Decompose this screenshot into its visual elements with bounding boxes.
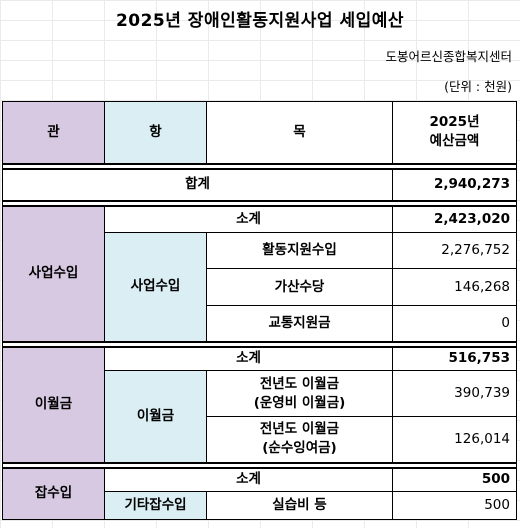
gwan-misc: 잡수입 — [2, 467, 105, 520]
spacer-row — [2, 340, 517, 348]
budget-value: 0 — [392, 305, 517, 342]
header-mok: 목 — [206, 101, 393, 164]
subtotal-value: 2,423,020 — [392, 205, 517, 233]
spacer-row — [2, 199, 517, 207]
mok-item: 전년도 이월금 (운영비 이월금) — [206, 370, 393, 417]
budget-value: 126,014 — [392, 416, 517, 463]
spacer-row — [2, 461, 517, 469]
subtotal-value: 516,753 — [392, 346, 517, 371]
budget-value: 146,268 — [392, 268, 517, 306]
header-budget-label: 예산금액 — [429, 133, 480, 150]
mok-item: 가산수당 — [206, 268, 393, 306]
mok-item: 교통지원금 — [206, 305, 393, 342]
header-budget: 2025년 예산금액 — [392, 101, 517, 164]
mok-item-line2: (순수잉여금) — [262, 440, 337, 457]
subtotal-label: 소계 — [104, 205, 393, 233]
subtotal-label: 소계 — [104, 346, 393, 371]
organization-name: 도봉어르신종합복지센터 — [385, 49, 512, 64]
hang-business: 사업수입 — [104, 232, 207, 342]
hang-carryover: 이월금 — [104, 370, 207, 463]
subtotal-value: 500 — [392, 467, 517, 492]
mok-item-line1: 전년도 이월금 — [259, 375, 340, 392]
hang-misc: 기타잡수입 — [104, 491, 207, 520]
header-gwan: 관 — [2, 101, 105, 164]
document-title: 2025년 장애인활동지원사업 세입예산 — [115, 11, 405, 31]
budget-value: 390,739 — [392, 370, 517, 417]
table-row: 전년도 이월금 (순수잉여금) 126,014 — [3, 416, 517, 463]
unit-label: (단위 : 천원) — [444, 79, 512, 94]
header-budget-year: 2025년 — [429, 114, 480, 131]
table-row: 교통지원금 0 — [3, 305, 517, 342]
mok-item: 전년도 이월금 (순수잉여금) — [206, 416, 393, 463]
table-header-row: 관 항 목 2025년 예산금액 — [2, 101, 517, 164]
table-row: 사업수입 소계 2,423,020 — [2, 205, 517, 342]
subtotal-label: 소계 — [104, 467, 393, 492]
table-row: 기타잡수입 실습비 등 500 — [3, 491, 517, 520]
table-row: 잡수입 소계 500 — [2, 467, 517, 520]
mok-item-line1: 전년도 이월금 — [259, 421, 340, 438]
mok-item: 활동지원수입 — [206, 232, 393, 269]
budget-value: 2,276,752 — [392, 232, 517, 269]
gwan-business: 사업수입 — [2, 205, 105, 342]
table-row: 사업수입 활동지원수입 2,276,752 — [3, 232, 517, 342]
gwan-carryover: 이월금 — [2, 346, 105, 463]
budget-table: 관 항 목 2025년 예산금액 합계 2,940,273 사업수입 소계 2,… — [2, 101, 517, 520]
budget-value: 500 — [392, 491, 517, 520]
mok-item: 실습비 등 — [206, 491, 393, 520]
table-row: 가산수당 146,268 — [3, 268, 517, 306]
total-label: 합계 — [2, 168, 393, 201]
total-value: 2,940,273 — [392, 168, 517, 201]
header-hang: 항 — [104, 101, 207, 164]
total-row: 합계 2,940,273 — [2, 168, 517, 201]
table-row: 이월금 전년도 이월금 (운영비 이월금) 390,739 — [3, 370, 517, 463]
table-row: 이월금 소계 516,753 — [2, 346, 517, 463]
mok-item-line2: (운영비 이월금) — [253, 394, 346, 411]
spacer-row — [2, 162, 517, 170]
